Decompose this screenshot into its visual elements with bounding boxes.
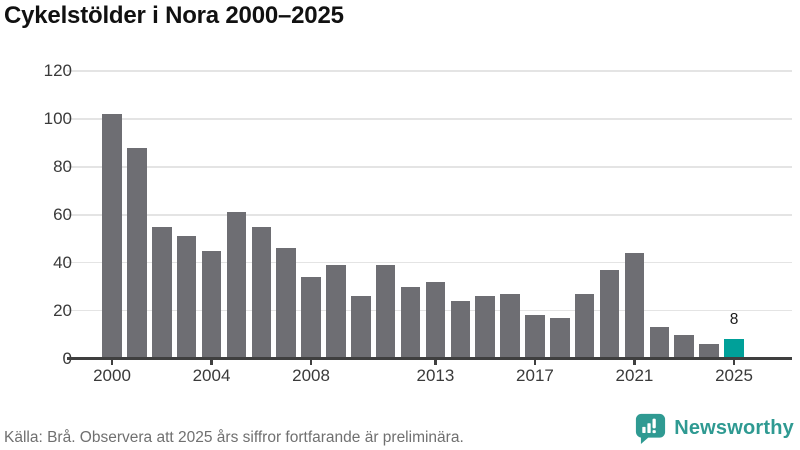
bar-2004 [201, 250, 222, 359]
bar-2013 [425, 281, 446, 359]
x-axis-tick-2017 [533, 359, 537, 366]
x-axis-tick-2025 [732, 359, 736, 366]
data-label-2025: 8 [729, 311, 739, 329]
bar-2012 [400, 286, 421, 359]
bar-2009 [326, 265, 346, 359]
x-axis-label-2004: 2004 [192, 366, 231, 385]
bar-2000 [102, 114, 122, 359]
y-axis-label-80: 80 [53, 156, 72, 176]
x-axis-label-2021: 2021 [615, 366, 654, 385]
bar-2016 [500, 293, 520, 359]
x-axis-label-2000: 2000 [93, 366, 131, 385]
x-axis-tick-2021 [633, 359, 636, 366]
bar-2002 [152, 226, 172, 359]
bar-2023 [674, 334, 694, 359]
bar-2001 [127, 147, 147, 359]
y-axis-label-0: 0 [12, 349, 72, 368]
y-axis-label-100: 100 [43, 108, 72, 128]
gridline-60 [67, 213, 792, 216]
x-axis-label-2013: 2013 [416, 366, 455, 385]
gridline-80 [67, 166, 792, 168]
x-axis-tick-2004 [210, 359, 213, 366]
y-axis-label-20: 20 [53, 300, 72, 320]
newsworthy-logo: Newsworthy [635, 413, 794, 444]
bar-2021 [624, 253, 645, 359]
chart-title: Cykelstölder i Nora 2000–2025 [4, 2, 344, 29]
newsworthy-wordmark: Newsworthy [674, 417, 794, 439]
bar-2011 [375, 265, 396, 359]
x-axis-tick-2013 [434, 359, 437, 366]
y-axis-label-120: 120 [43, 61, 72, 80]
x-axis-label-2008: 2008 [292, 366, 330, 385]
bar-2006 [251, 226, 272, 359]
bar-2003 [176, 236, 197, 359]
bar-2015 [475, 296, 495, 359]
bar-2022 [649, 327, 670, 359]
y-axis-label-40: 40 [53, 252, 72, 272]
bar-2007 [276, 248, 296, 359]
gridline-40 [67, 261, 792, 264]
x-axis-line [67, 356, 792, 360]
bar-2008 [301, 277, 321, 359]
y-axis-label-60: 60 [53, 204, 72, 224]
x-axis-tick-2008 [309, 359, 313, 366]
bar-2019 [574, 293, 595, 359]
bar-2017 [525, 315, 545, 359]
bar-2025 [724, 339, 744, 359]
newsworthy-speech-bubble-bar-chart-icon [636, 413, 666, 444]
x-axis-label-2017: 2017 [516, 366, 554, 385]
bar-2005 [226, 212, 247, 359]
gridline-100 [67, 118, 792, 120]
source-note: Källa: Brå. Observera att 2025 års siffr… [4, 429, 464, 446]
bar-2010 [351, 296, 371, 359]
x-axis-label-2025: 2025 [715, 366, 753, 385]
bar-2018 [550, 317, 570, 359]
bar-2020 [599, 269, 620, 359]
bar-2024 [699, 344, 719, 359]
bar-2014 [450, 301, 471, 359]
gridline-120 [67, 70, 792, 72]
x-axis-tick-2000 [110, 359, 114, 366]
